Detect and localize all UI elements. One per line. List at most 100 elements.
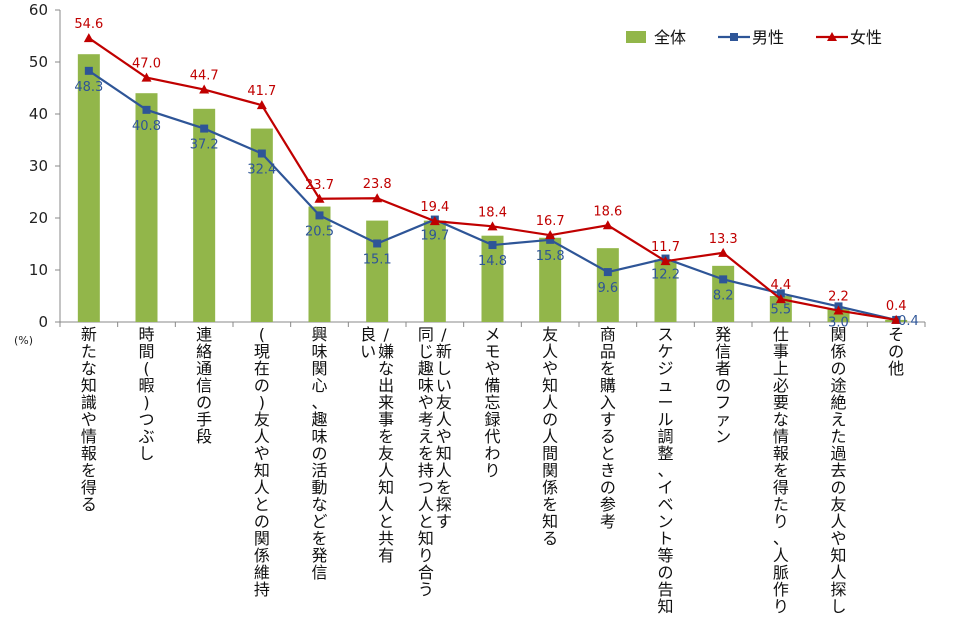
- y-tick-label: 10: [29, 261, 48, 279]
- category-char: 忘: [484, 393, 500, 412]
- marker-triangle: [83, 33, 94, 43]
- category-char: 同: [418, 325, 434, 344]
- category-char: と: [378, 512, 394, 531]
- category-char: ト: [657, 529, 673, 548]
- category-char: フ: [715, 393, 731, 412]
- category-char: ): [259, 393, 265, 412]
- y-tick-label: 60: [29, 1, 48, 19]
- category-char: の: [311, 444, 327, 463]
- category-char: ケ: [657, 342, 673, 361]
- data-label-female: 54.6: [74, 17, 103, 32]
- marker-square: [373, 239, 382, 248]
- category-char: と: [254, 495, 270, 514]
- category-char: 人: [378, 461, 394, 480]
- category-char: ど: [311, 512, 327, 531]
- category-char: 持: [418, 461, 434, 480]
- category-char: 友: [542, 325, 558, 344]
- category-char: や: [830, 529, 846, 548]
- data-label-male: 15.8: [536, 249, 565, 264]
- category-char: /: [383, 325, 389, 344]
- bar: [135, 93, 158, 322]
- marker-square: [315, 211, 324, 220]
- legend-label: 全体: [654, 28, 686, 47]
- category-char: な: [773, 410, 789, 429]
- category-char: 報: [773, 444, 789, 463]
- data-label-male: 9.6: [597, 281, 618, 296]
- category-label: 時間(暇)つぶし: [138, 325, 154, 463]
- category-label: その他: [888, 325, 904, 378]
- data-label-male: 14.8: [478, 254, 507, 269]
- category-char: じ: [418, 342, 434, 361]
- category-char: 良: [360, 325, 376, 344]
- category-char: や: [484, 359, 500, 378]
- bar: [769, 296, 792, 322]
- category-char: 来: [378, 393, 394, 412]
- category-char: 参: [600, 495, 616, 514]
- category-char: を: [773, 461, 789, 480]
- category-char: 出: [378, 376, 394, 395]
- marker-square: [488, 241, 497, 250]
- category-char: や: [81, 410, 97, 429]
- category-char: 去: [830, 461, 846, 480]
- category-char: 商: [600, 325, 616, 344]
- category-char: の: [196, 393, 212, 412]
- category-char: 、: [657, 461, 673, 480]
- category-char: メ: [484, 325, 500, 344]
- category-char: 友: [830, 495, 846, 514]
- category-char: 人: [378, 495, 394, 514]
- category-char: 人: [542, 427, 558, 446]
- category-char: 作: [773, 580, 789, 599]
- category-char: を: [81, 461, 97, 480]
- category-char: 発: [715, 325, 731, 344]
- marker-square: [84, 66, 93, 75]
- data-label-female: 19.4: [420, 200, 449, 215]
- category-char: ン: [715, 427, 731, 446]
- data-label-female: 44.7: [190, 69, 219, 84]
- category-char: 関: [254, 529, 270, 548]
- category-char: 入: [600, 393, 616, 412]
- category-char: 間: [542, 444, 558, 463]
- category-char: 知: [542, 512, 558, 531]
- category-char: る: [600, 427, 616, 446]
- category-char: 連: [196, 325, 212, 344]
- category-char: い: [360, 342, 376, 361]
- data-label-female: 41.7: [247, 84, 276, 99]
- category-char: 他: [888, 359, 904, 378]
- category-char: 知: [830, 546, 846, 565]
- category-char: 知: [378, 478, 394, 497]
- category-char: 、: [773, 529, 789, 548]
- category-char: 調: [657, 427, 673, 446]
- category-char: え: [418, 427, 434, 446]
- category-char: し: [138, 444, 154, 463]
- category-char: 関: [830, 325, 846, 344]
- category-char: た: [81, 342, 97, 361]
- category-char: ー: [657, 393, 673, 412]
- category-char: つ: [138, 410, 154, 429]
- category-char: を: [600, 359, 616, 378]
- data-label-male: 15.1: [363, 252, 392, 267]
- marker-square: [719, 275, 728, 284]
- legend-marker-triangle: [827, 32, 837, 41]
- data-label-male: 20.5: [305, 224, 334, 239]
- marker-triangle: [256, 100, 267, 110]
- category-char: 手: [196, 410, 212, 429]
- category-char: い: [436, 376, 452, 395]
- category-char: ァ: [715, 410, 731, 429]
- category-char: 興: [311, 325, 327, 344]
- category-char: り: [418, 546, 434, 565]
- category-char: 代: [484, 427, 500, 446]
- category-char: り: [773, 512, 789, 531]
- category-char: 趣: [311, 410, 327, 429]
- bar: [193, 108, 216, 322]
- category-char: 間: [138, 342, 154, 361]
- bar: [308, 206, 331, 322]
- category-char: 知: [254, 461, 270, 480]
- marker-triangle: [660, 256, 671, 266]
- category-char: 告: [657, 580, 673, 599]
- marker-triangle: [314, 193, 325, 203]
